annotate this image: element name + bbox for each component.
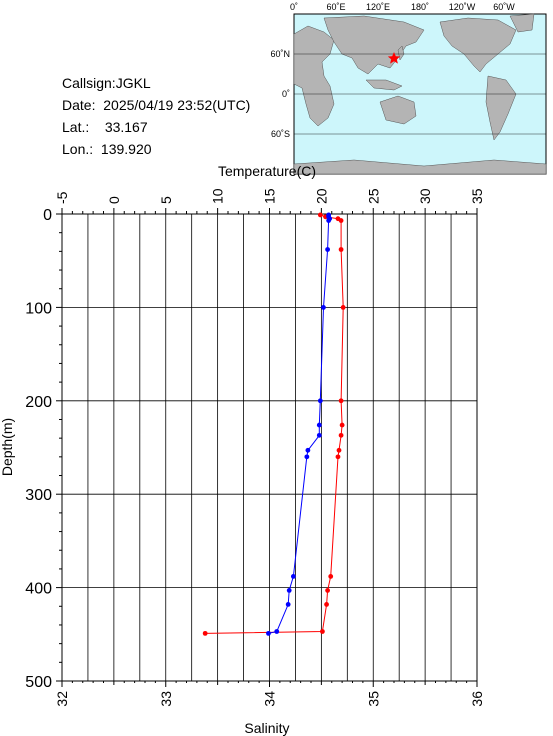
salinity-point bbox=[316, 432, 322, 438]
land-north-america bbox=[439, 17, 517, 73]
top-axis-ticks: -5 0 5 10 15 20 25 30 35 bbox=[54, 188, 485, 214]
map-lon-label: 60˚E bbox=[326, 2, 345, 12]
salinity-point bbox=[286, 588, 292, 593]
temperature-point bbox=[335, 454, 341, 460]
top-tick-label: 0 bbox=[106, 196, 122, 204]
left-tick-label: 300 bbox=[25, 487, 52, 504]
top-tick-label: 30 bbox=[417, 188, 433, 204]
station-info: Callsign:JGKL Date: 2025/04/19 23:52(UTC… bbox=[62, 72, 250, 160]
top-tick-label: 35 bbox=[469, 188, 485, 204]
map-lat-label: 0˚ bbox=[282, 89, 290, 99]
land-australia bbox=[379, 95, 417, 125]
left-tick-label: 500 bbox=[25, 674, 52, 691]
callsign-value: JGKL bbox=[115, 75, 151, 91]
star-icon bbox=[387, 52, 401, 64]
map-lon-label: 180˚ bbox=[411, 2, 429, 12]
temperature-point bbox=[202, 630, 208, 636]
top-tick-label: 5 bbox=[158, 196, 174, 204]
salinity-point bbox=[266, 630, 271, 636]
temperature-point bbox=[336, 447, 342, 453]
lat-label: Lat.: bbox=[62, 119, 90, 135]
temperature-point bbox=[340, 305, 346, 310]
temperature-line bbox=[205, 214, 344, 634]
top-axis-label: Temperature(C) bbox=[218, 163, 316, 179]
series-layer bbox=[202, 212, 346, 636]
salinity-point bbox=[325, 247, 330, 252]
bottom-tick-label: 32 bbox=[54, 691, 70, 707]
land-asia bbox=[323, 15, 425, 75]
map-graticule bbox=[294, 53, 546, 135]
land-europe-africa bbox=[293, 25, 335, 127]
temperature-point bbox=[317, 212, 323, 218]
temperature-point bbox=[338, 218, 344, 223]
temperature-point bbox=[320, 629, 325, 634]
lon-value: 139.920 bbox=[100, 141, 152, 157]
bottom-axis-label: Salinity bbox=[244, 720, 289, 736]
world-map: 0˚ 60˚E 120˚E 180˚ 120˚W 60˚W 60˚N 0˚ 60˚S bbox=[270, 2, 547, 175]
temperature-point bbox=[324, 602, 329, 607]
left-tick-label: 200 bbox=[25, 394, 52, 411]
temperature-point bbox=[338, 247, 344, 252]
date-value: 2025/04/19 23:52(UTC) bbox=[103, 97, 251, 113]
bottom-tick-label: 35 bbox=[365, 691, 381, 707]
map-lat-labels: 60˚N 0˚ 60˚S bbox=[270, 49, 290, 139]
salinity-point bbox=[317, 398, 323, 404]
map-lat-label: 60˚N bbox=[270, 49, 290, 59]
map-land bbox=[293, 13, 547, 175]
salinity-point bbox=[305, 447, 311, 453]
bottom-tick-label: 34 bbox=[262, 691, 278, 707]
lat-line: Lat.: 33.167 bbox=[62, 116, 250, 138]
salinity-point bbox=[316, 422, 322, 428]
map-lon-label: 120˚W bbox=[449, 2, 476, 12]
callsign-label: Callsign: bbox=[62, 75, 116, 91]
top-tick-label: -5 bbox=[54, 191, 70, 204]
chart-grid bbox=[61, 213, 478, 682]
date-label: Date: bbox=[62, 97, 96, 113]
temperature-point bbox=[338, 432, 344, 438]
salinity-point bbox=[274, 629, 280, 634]
temperature-point bbox=[338, 398, 344, 404]
top-tick-label: 20 bbox=[313, 188, 329, 204]
temperature-point bbox=[325, 588, 330, 593]
left-tick-label: 400 bbox=[25, 581, 52, 598]
left-axis-ticks: 0 100 200 300 400 500 bbox=[25, 207, 62, 691]
lat-value: 33.167 bbox=[104, 119, 148, 135]
map-lat-label: 60˚S bbox=[271, 129, 290, 139]
map-lon-label: 60˚W bbox=[493, 2, 515, 12]
callsign-line: Callsign:JGKL bbox=[62, 72, 250, 94]
lon-line: Lon.: 139.920 bbox=[62, 138, 250, 160]
left-axis-label: Depth(m) bbox=[0, 418, 15, 476]
map-lon-label: 0˚ bbox=[290, 2, 298, 12]
land-south-america bbox=[485, 75, 517, 141]
temperature-point bbox=[328, 573, 334, 579]
top-tick-label: 15 bbox=[262, 188, 278, 204]
land-antarctica bbox=[293, 159, 547, 175]
bottom-axis-ticks: 32 33 34 35 36 bbox=[54, 681, 485, 707]
left-tick-label: 0 bbox=[43, 207, 52, 224]
salinity-point bbox=[326, 218, 332, 223]
salinity-point bbox=[321, 305, 326, 310]
top-tick-label: 10 bbox=[210, 188, 226, 204]
top-tick-label: 25 bbox=[365, 188, 381, 204]
left-tick-label: 100 bbox=[25, 300, 52, 317]
date-line: Date: 2025/04/19 23:52(UTC) bbox=[62, 94, 250, 116]
salinity-point bbox=[304, 454, 310, 460]
salinity-point bbox=[285, 602, 291, 607]
land-indonesia bbox=[365, 79, 403, 91]
lon-label: Lon.: bbox=[62, 141, 94, 157]
map-lon-label: 120˚E bbox=[366, 2, 390, 12]
bottom-tick-label: 36 bbox=[469, 691, 485, 707]
bottom-tick-label: 33 bbox=[158, 691, 174, 707]
temperature-point bbox=[339, 422, 345, 428]
map-lon-labels: 0˚ 60˚E 120˚E 180˚ 120˚W 60˚W bbox=[290, 2, 515, 12]
land-greenland bbox=[509, 13, 535, 33]
salinity-point bbox=[290, 573, 296, 579]
